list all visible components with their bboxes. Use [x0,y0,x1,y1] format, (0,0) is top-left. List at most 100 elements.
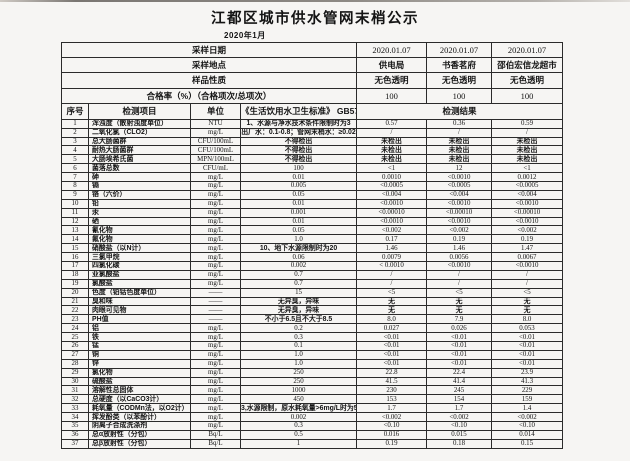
result-cell-1: <1 [356,163,428,174]
table-row: 36 总α放射性（分包） Bq/L 0.5 0.016 0.015 0.014 [61,429,564,440]
seq-cell: 34 [61,412,89,423]
table-row: 33 耗氧量（CODMn法，以O2计） mg/L 3,水源限制，原水耗氧量>6mg/L… [61,403,564,414]
page-title: 江都区城市供水管网末梢公示 [211,11,419,27]
result-cell-1: <0.01 [356,358,428,369]
standard-cell: 0.3 [239,332,358,343]
item-cell: 三氯甲烷 [88,252,191,262]
sample-info-section: 采样日期 2020.01.07 2020.01.07 2020.01.07 采样地点 供电… [60,41,564,104]
seq-cell: 23 [61,314,89,325]
result-cell-2: <0.01 [426,358,493,369]
result-cell-1: 0.0079 [356,252,428,262]
result-cell-3: 0.0012 [491,172,564,182]
table-row: 9 铬（六价） mg/L 0.05 <0.004 <0.004 <0.004 [61,189,564,200]
column-header-row: 序号 检测项目 单位 《生活饮用水卫生标准》 GB5749 检测结果 [61,102,564,120]
standard-cell: 3,水源限制，原水耗氧量>6mg/L时为5 [239,403,358,414]
seq-cell: 1 [61,118,89,129]
item-cell: 臭和味 [88,296,191,307]
unit-cell: mg/L [190,323,241,334]
unit-cell: mg/L [190,269,241,280]
result-cell-1: 未检出 [356,136,428,147]
result-cell-2: 0.19 [426,234,493,245]
unit-cell: mg/L [190,367,241,378]
result-cell-3: 159 [491,394,564,405]
result-cell-2: <0.002 [426,412,493,423]
standard-cell: 450 [239,394,358,405]
unit-cell: mg/L [190,252,241,262]
info-value-2: 100 [426,87,493,104]
sample-info-row: 采样地点 供电局 书香茗府 邵伯宏信龙超市 [60,57,564,74]
result-cell-2: <0.0010 [426,261,493,271]
standard-cell: 1000 [239,385,358,396]
water-quality-report-table: 采样日期 2020.01.07 2020.01.07 2020.01.07 采样地点 供电… [60,41,564,449]
item-cell: 溶解性总固体 [88,385,191,396]
item-cell: 菌落总数 [88,163,191,174]
col-header-standard: 《生活饮用水卫生标准》 GB5749 [239,102,358,120]
item-cell: 总大肠菌群 [88,136,191,147]
info-value-2: 无色透明 [426,72,493,89]
result-cell-1: <0.01 [356,349,428,360]
seq-cell: 3 [61,136,89,147]
standard-cell: 不得检出 [239,145,358,156]
seq-cell: 27 [61,349,89,360]
result-cell-3: 未检出 [491,145,564,156]
standard-cell: 不得检出 [239,154,358,165]
table-row: 10 铅 mg/L 0.01 <0.0010 <0.0010 <0.0010 [61,198,564,209]
result-cell-1: / [356,278,428,289]
result-cell-3: <0.00010 [491,207,564,218]
unit-cell: mg/L [190,376,241,387]
sample-info-row: 合格率（%）（合格项次/总项次） 100 100 100 [60,87,564,104]
seq-cell: 25 [61,332,89,343]
seq-cell: 20 [61,287,89,298]
seq-cell: 35 [61,421,89,431]
table-row: 7 砷 mg/L 0.01 0.0010 <0.0010 0.0012 [61,172,564,182]
result-cell-3: 未检出 [491,154,564,165]
page-subtitle: 2020年1月 [224,31,266,40]
item-cell: 氯化物 [88,367,191,378]
unit-cell: NTU [190,118,241,129]
seq-cell: 29 [61,367,89,378]
standard-cell: 0.3 [239,421,358,431]
item-cell: 锌 [88,358,191,369]
result-cell-1: 22.8 [356,367,428,378]
standard-cell: 出厂水：0.1-0.8；管网末梢水：≥0.02 [239,127,358,138]
standard-cell: 1.0 [239,358,358,369]
result-cell-3: <0.01 [491,332,564,343]
seq-cell: 19 [61,278,89,289]
seq-cell: 17 [61,261,89,271]
result-cell-1: 无 [356,296,428,307]
table-row: 35 阴离子合成洗涤剂 mg/L 0.3 <0.10 <0.10 <0.10 [61,421,564,431]
col-header-unit: 单位 [190,102,241,120]
result-cell-2: 未检出 [426,154,493,165]
standard-cell: 不得检出 [239,136,358,147]
info-value-3: 邵伯宏信龙超市 [491,57,564,74]
standard-cell: 100 [239,163,358,174]
item-cell: 耐热大肠菌群 [88,145,191,156]
seq-cell: 31 [61,385,89,396]
result-cell-3: <0.002 [491,225,564,236]
unit-cell: CFU/100mL [190,145,241,156]
col-header-result: 检测结果 [356,102,564,120]
info-value-3: 无色透明 [491,72,564,89]
unit-cell: —— [190,305,241,316]
result-cell-2: 12 [426,163,493,174]
result-cell-1: 1.7 [356,403,428,414]
table-row: 32 总硬度（以CaCO3计） mg/L 450 153 154 159 [61,394,564,405]
seq-cell: 13 [61,225,89,236]
result-cell-3: <0.01 [491,349,564,360]
seq-cell: 8 [61,180,89,191]
standard-cell: 0.06 [239,252,358,262]
unit-cell: mg/L [190,358,241,369]
item-cell: 硫酸盐 [88,376,191,387]
col-header-seq: 序号 [61,102,89,120]
result-cell-2: <0.002 [426,225,493,236]
result-cell-1: 1.46 [356,243,428,254]
unit-cell: Bq/L [190,429,241,440]
standard-cell: 无异臭，异味 [239,305,358,316]
standard-cell: 0.002 [239,261,358,271]
info-value-3: 2020.01.07 [491,41,564,59]
result-cell-1: <0.01 [356,341,428,351]
table-row: 4 耐热大肠菌群 CFU/100mL 不得检出 未检出 未检出 未检出 [61,145,564,156]
table-row: 1 浑浊度（散射浊度单位） NTU 1、水源与净水技术条件限制时为3 0.57 0.36 0… [61,118,564,129]
item-cell: 总硬度（以CaCO3计） [88,394,191,405]
result-cell-2: 未检出 [426,136,493,147]
